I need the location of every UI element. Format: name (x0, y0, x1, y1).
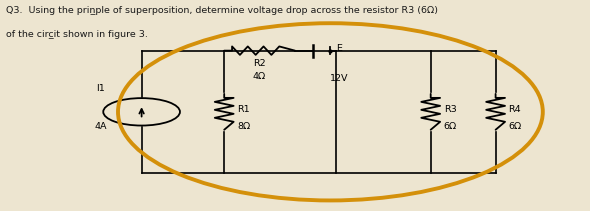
Text: 8Ω: 8Ω (237, 122, 250, 131)
Text: R1: R1 (237, 105, 250, 114)
Text: R3: R3 (444, 105, 457, 114)
Text: I1: I1 (96, 84, 104, 93)
Text: E: E (336, 44, 342, 53)
Text: 12V: 12V (330, 74, 348, 83)
Text: 6Ω: 6Ω (509, 122, 522, 131)
Text: 4A: 4A (94, 122, 107, 131)
Text: Q3.  Using the prin̲ple of superposition, determine voltage drop across the resi: Q3. Using the prin̲ple of superposition,… (6, 6, 438, 15)
Text: 6Ω: 6Ω (444, 122, 457, 131)
Text: R4: R4 (509, 105, 521, 114)
Text: of the circ̲it shown in figure 3.: of the circ̲it shown in figure 3. (6, 30, 148, 39)
Text: R2: R2 (253, 59, 266, 68)
Text: 4Ω: 4Ω (253, 72, 266, 81)
